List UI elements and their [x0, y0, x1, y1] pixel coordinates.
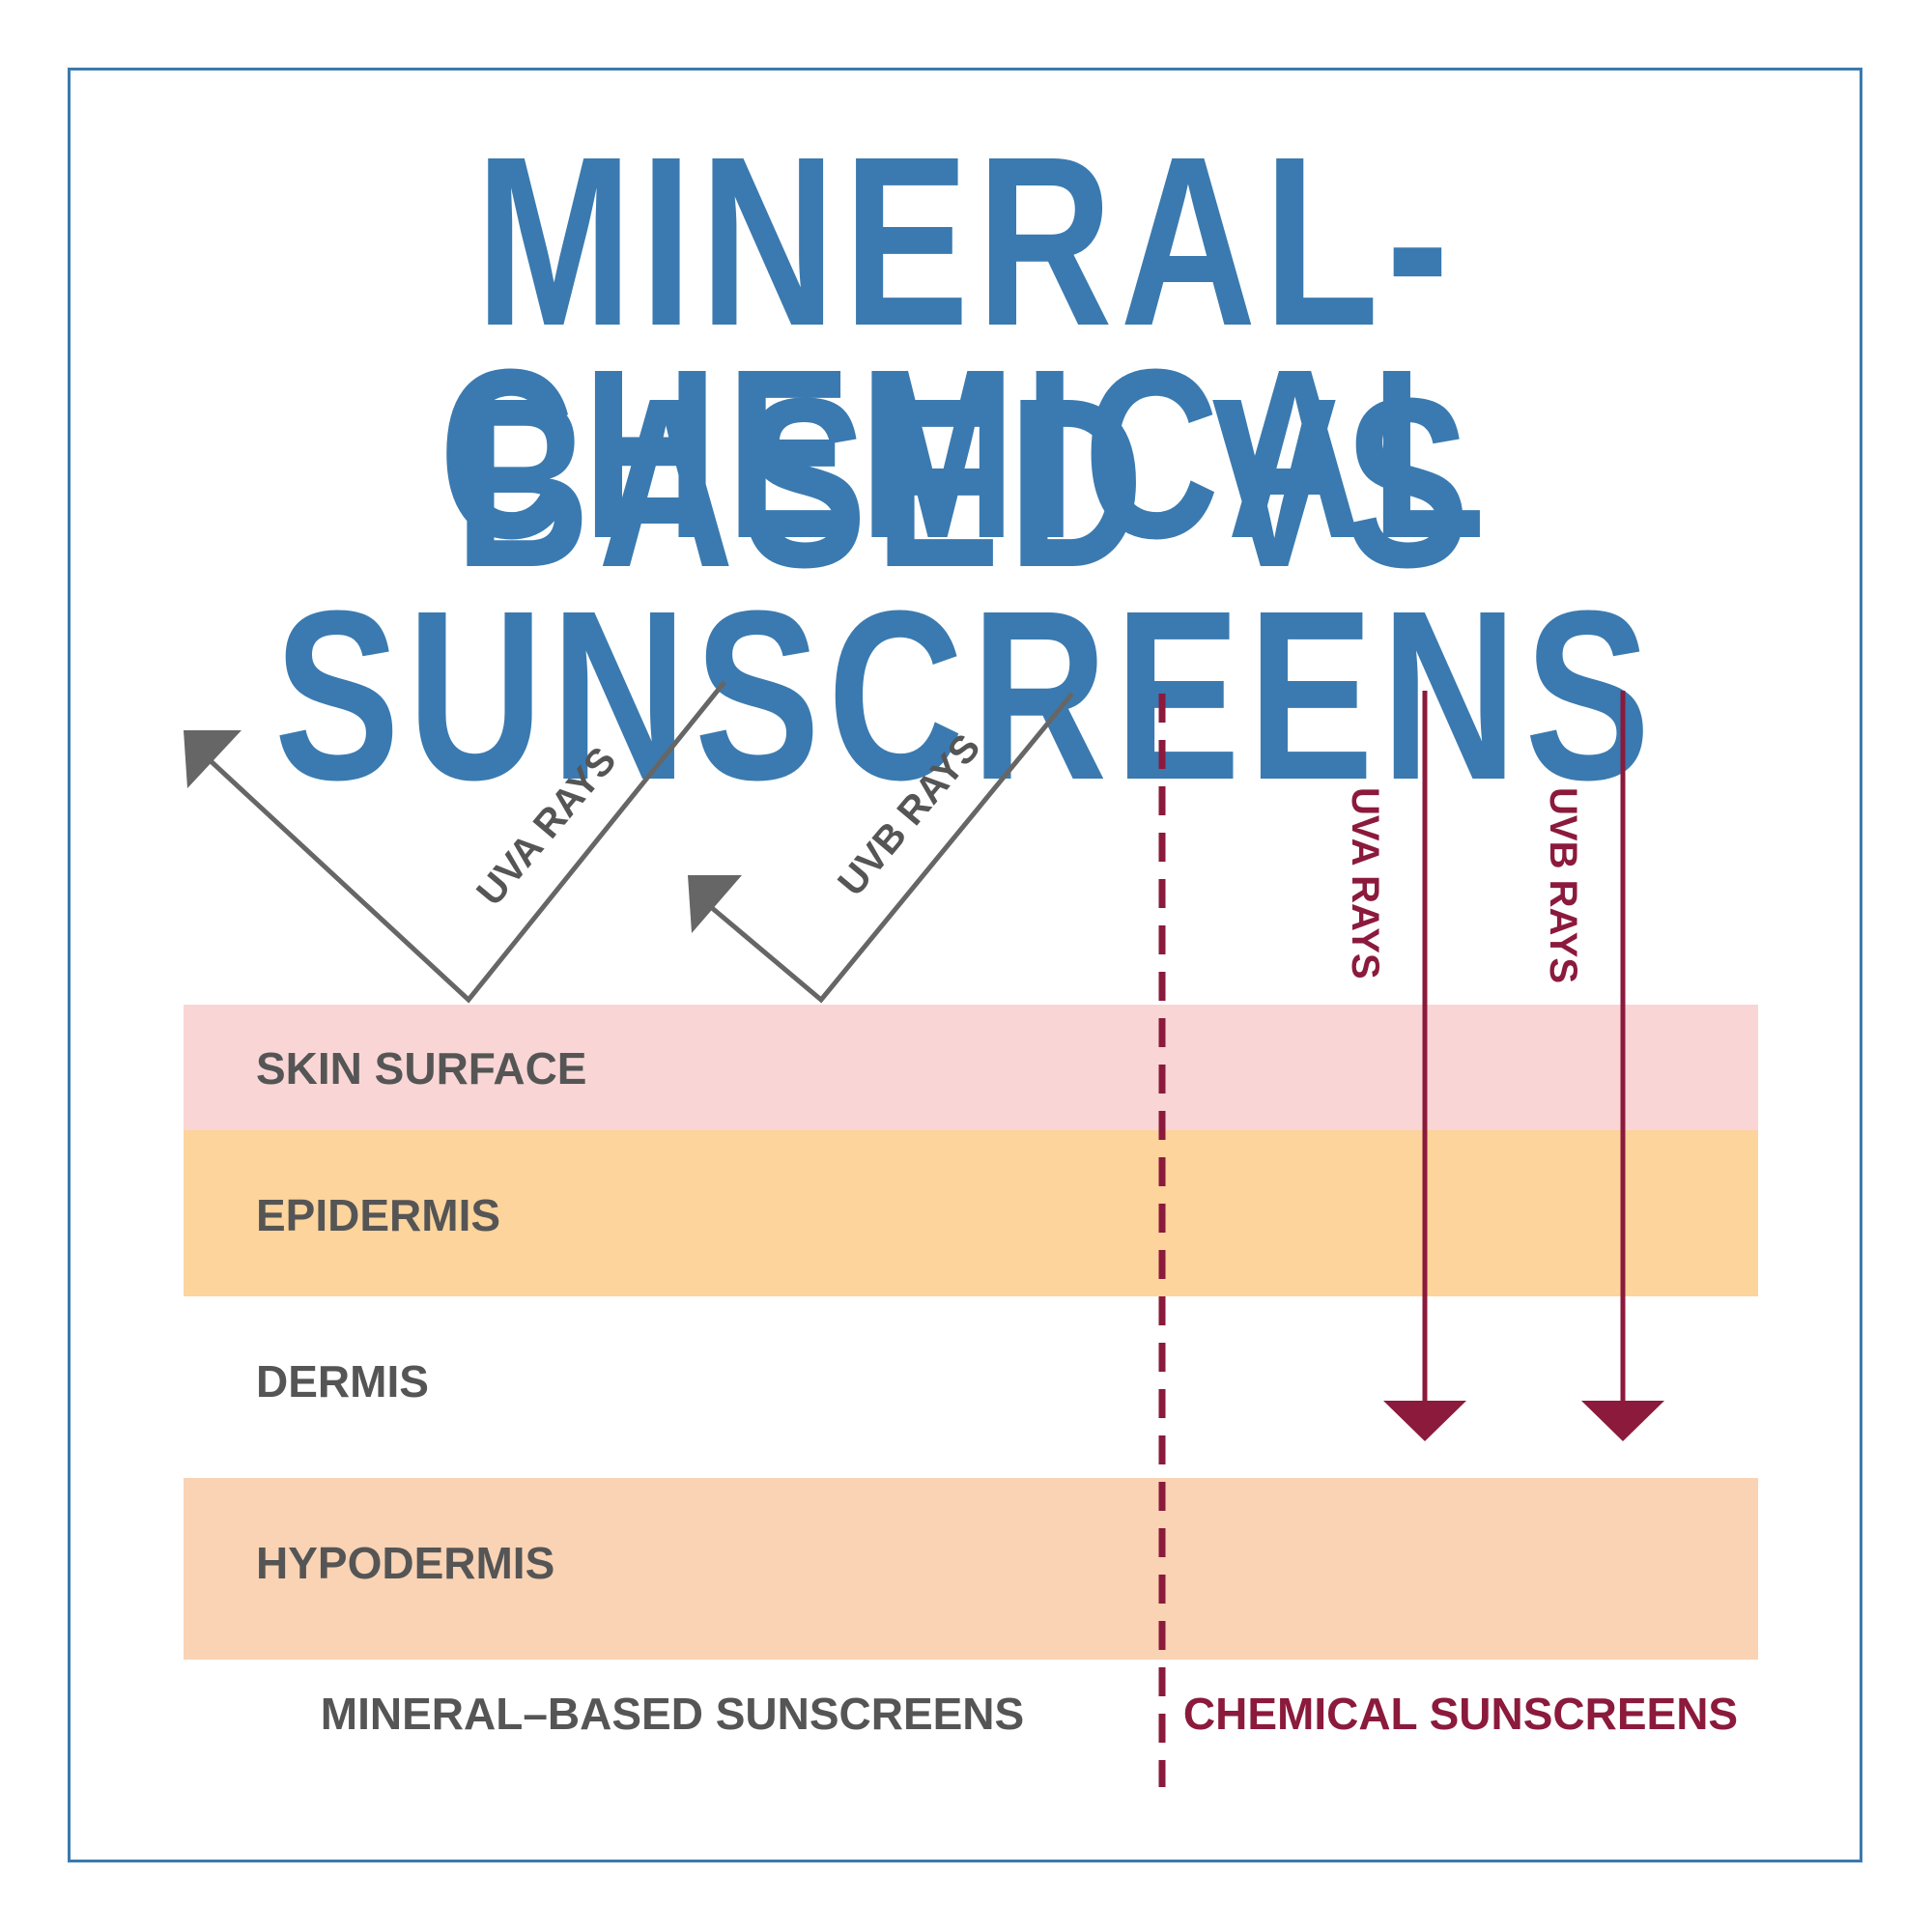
- chemical-uva-arrowhead: [1383, 1401, 1466, 1441]
- mineral-uva-label: UVA RAYS: [469, 739, 624, 913]
- chemical-uvb-label: UVB RAYS: [1542, 787, 1584, 983]
- mineral-uvb-arrowhead: [688, 875, 742, 933]
- mineral-caption: MINERAL–BASED SUNSCREENS: [321, 1689, 1024, 1739]
- chemical-caption: CHEMICAL SUNSCREENS: [1183, 1689, 1738, 1739]
- mineral-uvb-ray-line: [703, 692, 1074, 1004]
- layer-band-skin-surface: [184, 1005, 1758, 1130]
- layer-band-epidermis: [184, 1130, 1758, 1296]
- layer-label-epidermis: EPIDERMIS: [256, 1190, 500, 1240]
- layer-band-hypodermis: [184, 1478, 1758, 1660]
- chemical-uvb-arrowhead: [1581, 1401, 1664, 1441]
- title-line-1: MINERAL-BASED VS: [454, 106, 1478, 617]
- mineral-uva-ray-line: [206, 680, 726, 1004]
- mineral-uvb-label: UVB RAYS: [830, 726, 988, 904]
- layer-label-dermis: DERMIS: [256, 1356, 429, 1406]
- chemical-uva-label: UVA RAYS: [1344, 787, 1386, 980]
- mineral-uva-arrowhead: [184, 730, 242, 788]
- layer-label-skin-surface: SKIN SURFACE: [256, 1043, 586, 1094]
- title-line-2: CHEMICAL SUNSCREENS: [273, 319, 1659, 830]
- outer-frame: [68, 68, 1862, 1862]
- layer-label-hypodermis: HYPODERMIS: [256, 1538, 554, 1588]
